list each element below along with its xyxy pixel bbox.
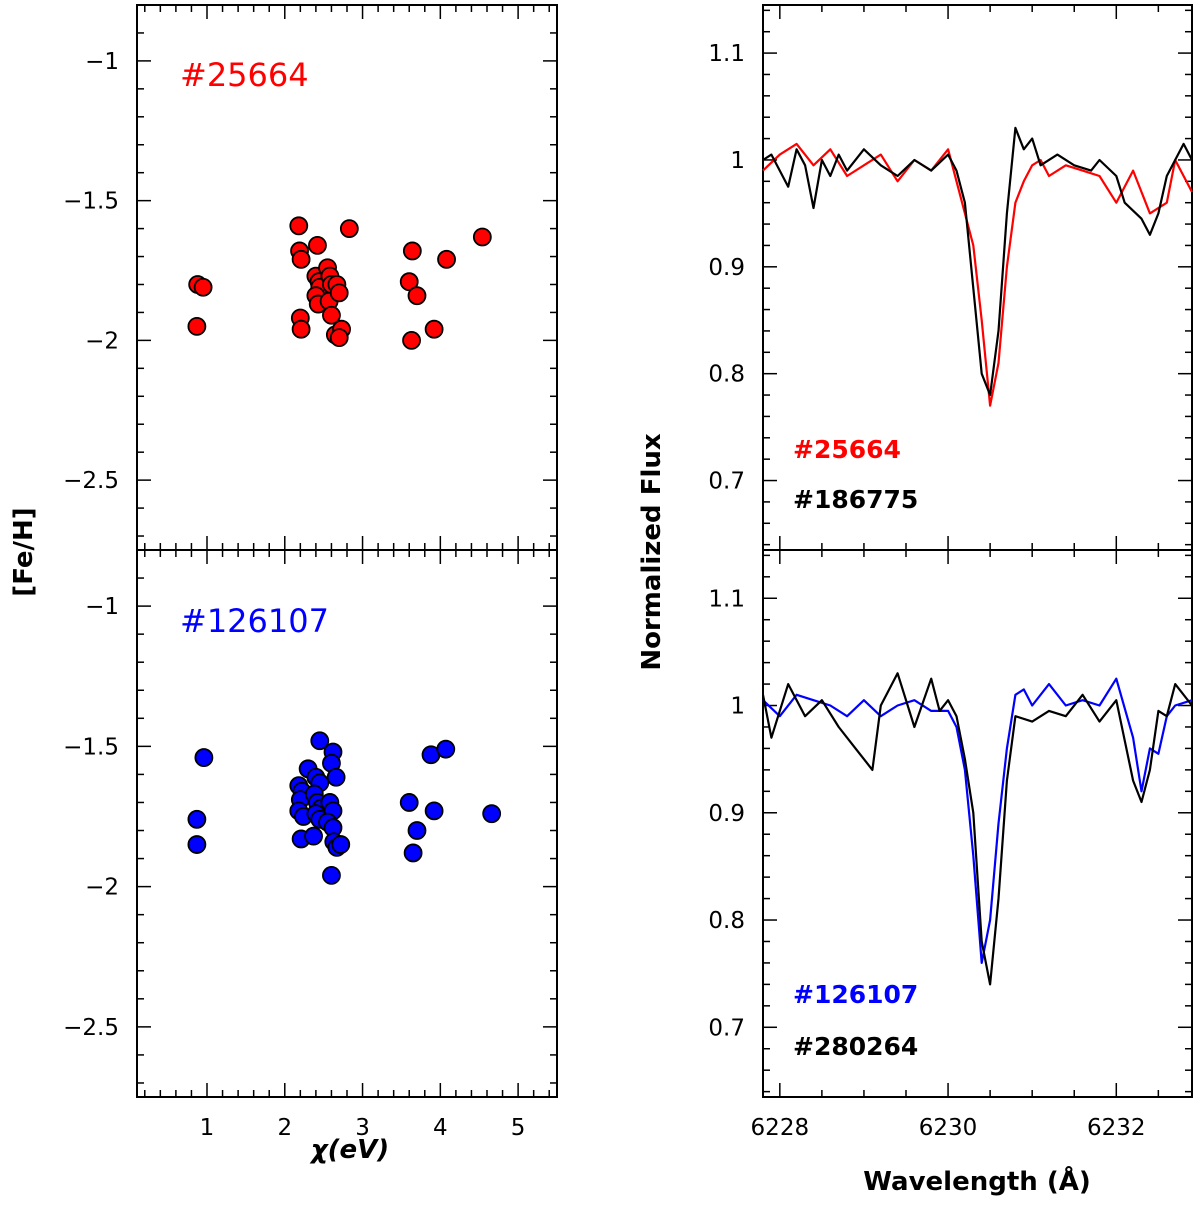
data-point [407, 821, 427, 840]
data-point [326, 767, 346, 787]
points-layer [187, 216, 502, 885]
spectrum-line [762, 126, 1193, 397]
x-tick-label: 3 [355, 1115, 370, 1141]
y-tick-label: 0.9 [708, 801, 745, 827]
x-tick-label: 2 [277, 1115, 292, 1141]
data-point [331, 835, 351, 854]
data-point [187, 317, 207, 336]
data-point [437, 249, 456, 269]
y-tick-label: −1 [85, 49, 119, 75]
y-tick-label: 1 [730, 694, 745, 720]
x-tick-label: 6232 [1087, 1115, 1146, 1141]
data-point [407, 286, 427, 306]
y-tick-label: 0.7 [708, 1015, 745, 1041]
star-label-top-left: #25664 [180, 56, 309, 94]
y-tick-label: 0.7 [708, 469, 745, 495]
y-tick-label: 1.1 [708, 41, 745, 67]
panel-br-frame [762, 549, 1193, 1098]
right-y-axis-label: Normalized Flux [637, 433, 667, 671]
right-x-axis-label: Wavelength (Å) [863, 1165, 1090, 1197]
data-point [339, 219, 359, 238]
y-tick-label: −2.5 [63, 1015, 119, 1041]
y-tick-label: −2 [85, 875, 119, 901]
x-tick-label: 5 [511, 1115, 526, 1141]
data-point [310, 731, 330, 751]
legend-bottom-right-1: #126107 [793, 980, 918, 1009]
data-point [289, 216, 309, 236]
left-y-axis-label: [Fe/H] [9, 507, 39, 596]
left-x-axis-label: χ(eV) [309, 1135, 389, 1165]
data-point [329, 283, 349, 303]
data-point [291, 249, 311, 269]
spectrum-line [762, 142, 1193, 407]
x-tick-label: 4 [433, 1115, 448, 1141]
series-layer [761, 126, 1193, 986]
y-tick-label: −1.5 [63, 189, 119, 215]
data-point [291, 319, 311, 339]
data-point [329, 328, 349, 347]
data-point [472, 227, 492, 247]
spectrum-line [761, 672, 1193, 986]
spectrum-line [762, 677, 1193, 965]
data-point [193, 277, 213, 297]
data-point [424, 319, 444, 339]
x-tick-label: 6228 [751, 1115, 810, 1141]
data-point [402, 241, 422, 261]
data-point [482, 804, 502, 824]
y-tick-label: 1.1 [708, 586, 745, 612]
axes-layer: −1 −1.5 −2 −2.5 −1 −1.5 −2 −2.5 1 2 3 4 5 0.7 0.8 0.9 1 1… [63, 4, 1192, 1141]
data-point [436, 739, 456, 759]
y-tick-label: 0.8 [708, 362, 745, 388]
y-tick-label: −2.5 [63, 468, 119, 494]
legend-bottom-right-2: #280264 [793, 1032, 918, 1061]
y-tick-label: −1 [85, 594, 119, 620]
data-point [402, 330, 421, 350]
data-point [322, 305, 341, 325]
y-tick-label: 0.9 [708, 255, 745, 281]
x-tick-label: 1 [200, 1115, 215, 1141]
data-point [187, 835, 207, 854]
y-tick-label: −2 [85, 328, 119, 354]
star-label-bottom-left: #126107 [180, 602, 329, 640]
legend-top-right-2: #186775 [793, 485, 918, 514]
x-tick-label: 6230 [919, 1115, 978, 1141]
y-tick-label: −1.5 [63, 734, 119, 760]
y-tick-label: 1 [730, 148, 745, 174]
data-point [424, 801, 444, 821]
data-point [187, 809, 207, 829]
data-point [403, 843, 423, 863]
data-point [322, 865, 341, 885]
data-point [399, 272, 419, 292]
data-point [399, 793, 419, 812]
data-point [308, 235, 327, 255]
legend-top-right-1: #25664 [793, 435, 901, 464]
data-point [304, 826, 323, 846]
y-tick-label: 0.8 [708, 908, 745, 934]
data-point [194, 748, 214, 767]
